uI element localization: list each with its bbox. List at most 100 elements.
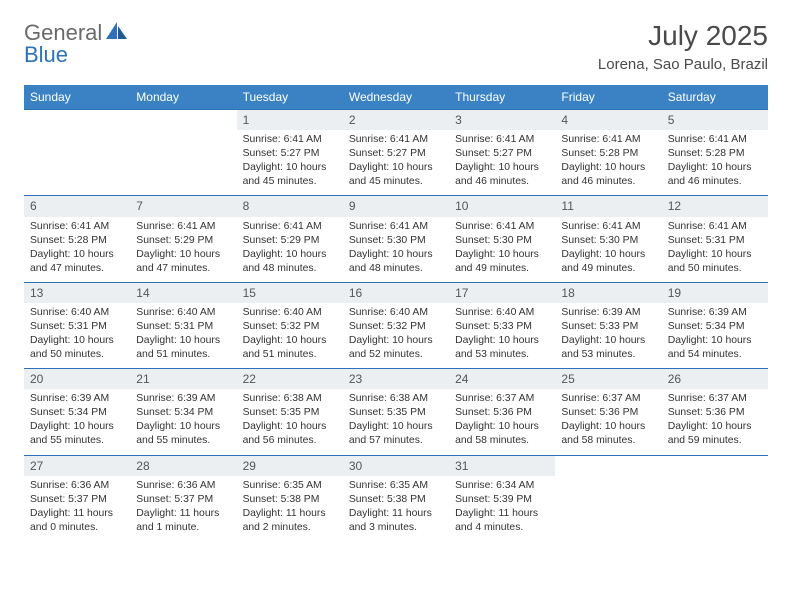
title-block: July 2025 Lorena, Sao Paulo, Brazil: [598, 20, 768, 73]
weekday-header: Wednesday: [343, 85, 449, 110]
sunrise-text: Sunrise: 6:38 AM: [349, 392, 443, 406]
day-content-cell: [130, 130, 236, 196]
daylight-text: Daylight: 10 hours and 48 minutes.: [243, 248, 337, 276]
day-number-cell: 25: [555, 369, 661, 390]
daylight-text: Daylight: 10 hours and 46 minutes.: [455, 161, 549, 189]
daylight-text: Daylight: 10 hours and 47 minutes.: [30, 248, 124, 276]
daylight-text: Daylight: 10 hours and 47 minutes.: [136, 248, 230, 276]
weekday-header: Thursday: [449, 85, 555, 110]
day-number-row: 13141516171819: [24, 282, 768, 303]
day-content-cell: Sunrise: 6:41 AMSunset: 5:27 PMDaylight:…: [343, 130, 449, 196]
day-content-cell: Sunrise: 6:39 AMSunset: 5:34 PMDaylight:…: [130, 389, 236, 455]
day-number-cell: 6: [24, 196, 130, 217]
day-content-cell: [555, 476, 661, 541]
weekday-header: Saturday: [662, 85, 768, 110]
sunrise-text: Sunrise: 6:40 AM: [455, 306, 549, 320]
sunrise-text: Sunrise: 6:34 AM: [455, 479, 549, 493]
sunset-text: Sunset: 5:38 PM: [243, 493, 337, 507]
day-number-cell: 1: [237, 110, 343, 131]
daylight-text: Daylight: 10 hours and 57 minutes.: [349, 420, 443, 448]
sunrise-text: Sunrise: 6:41 AM: [561, 133, 655, 147]
sunset-text: Sunset: 5:35 PM: [349, 406, 443, 420]
sunrise-text: Sunrise: 6:41 AM: [30, 220, 124, 234]
day-number-cell: 23: [343, 369, 449, 390]
daylight-text: Daylight: 10 hours and 51 minutes.: [136, 334, 230, 362]
daylight-text: Daylight: 10 hours and 51 minutes.: [243, 334, 337, 362]
day-number-row: 12345: [24, 110, 768, 131]
weekday-header: Sunday: [24, 85, 130, 110]
day-content-cell: Sunrise: 6:40 AMSunset: 5:33 PMDaylight:…: [449, 303, 555, 369]
day-content-cell: Sunrise: 6:41 AMSunset: 5:30 PMDaylight:…: [555, 217, 661, 283]
day-content-cell: Sunrise: 6:34 AMSunset: 5:39 PMDaylight:…: [449, 476, 555, 541]
sunrise-text: Sunrise: 6:41 AM: [455, 220, 549, 234]
sunset-text: Sunset: 5:32 PM: [243, 320, 337, 334]
day-content-cell: Sunrise: 6:36 AMSunset: 5:37 PMDaylight:…: [24, 476, 130, 541]
sunrise-text: Sunrise: 6:36 AM: [30, 479, 124, 493]
sunrise-text: Sunrise: 6:41 AM: [349, 133, 443, 147]
daylight-text: Daylight: 10 hours and 45 minutes.: [349, 161, 443, 189]
day-content-cell: Sunrise: 6:37 AMSunset: 5:36 PMDaylight:…: [449, 389, 555, 455]
sunset-text: Sunset: 5:31 PM: [668, 234, 762, 248]
sunrise-text: Sunrise: 6:39 AM: [561, 306, 655, 320]
day-number-cell: 22: [237, 369, 343, 390]
daylight-text: Daylight: 10 hours and 53 minutes.: [455, 334, 549, 362]
sunset-text: Sunset: 5:28 PM: [668, 147, 762, 161]
day-content-cell: Sunrise: 6:35 AMSunset: 5:38 PMDaylight:…: [237, 476, 343, 541]
daylight-text: Daylight: 11 hours and 2 minutes.: [243, 507, 337, 535]
sunrise-text: Sunrise: 6:38 AM: [243, 392, 337, 406]
sunrise-text: Sunrise: 6:41 AM: [243, 220, 337, 234]
sunset-text: Sunset: 5:27 PM: [455, 147, 549, 161]
sunrise-text: Sunrise: 6:41 AM: [243, 133, 337, 147]
day-number-cell: 28: [130, 455, 236, 476]
daylight-text: Daylight: 10 hours and 55 minutes.: [30, 420, 124, 448]
sunset-text: Sunset: 5:33 PM: [561, 320, 655, 334]
header: General July 2025 Lorena, Sao Paulo, Bra…: [24, 20, 768, 73]
day-content-cell: Sunrise: 6:41 AMSunset: 5:28 PMDaylight:…: [662, 130, 768, 196]
daylight-text: Daylight: 10 hours and 56 minutes.: [243, 420, 337, 448]
sunset-text: Sunset: 5:36 PM: [561, 406, 655, 420]
day-content-cell: Sunrise: 6:41 AMSunset: 5:29 PMDaylight:…: [237, 217, 343, 283]
sunset-text: Sunset: 5:30 PM: [349, 234, 443, 248]
sunrise-text: Sunrise: 6:41 AM: [668, 220, 762, 234]
daylight-text: Daylight: 10 hours and 58 minutes.: [455, 420, 549, 448]
day-content-cell: Sunrise: 6:37 AMSunset: 5:36 PMDaylight:…: [555, 389, 661, 455]
day-number-cell: [555, 455, 661, 476]
day-content-cell: Sunrise: 6:41 AMSunset: 5:28 PMDaylight:…: [555, 130, 661, 196]
day-content-cell: Sunrise: 6:41 AMSunset: 5:27 PMDaylight:…: [449, 130, 555, 196]
month-title: July 2025: [598, 20, 768, 52]
day-content-cell: Sunrise: 6:40 AMSunset: 5:32 PMDaylight:…: [343, 303, 449, 369]
daylight-text: Daylight: 10 hours and 53 minutes.: [561, 334, 655, 362]
daylight-text: Daylight: 10 hours and 49 minutes.: [455, 248, 549, 276]
day-content-row: Sunrise: 6:36 AMSunset: 5:37 PM Daylight:…: [24, 476, 768, 541]
logo-line2: Blue: [24, 42, 68, 68]
day-number-cell: 20: [24, 369, 130, 390]
weekday-header: Friday: [555, 85, 661, 110]
day-number-cell: 31: [449, 455, 555, 476]
day-content-cell: Sunrise: 6:41 AMSunset: 5:30 PMDaylight:…: [343, 217, 449, 283]
sunset-text: Sunset: 5:27 PM: [243, 147, 337, 161]
daylight-text: Daylight: 10 hours and 48 minutes.: [349, 248, 443, 276]
day-number-cell: 16: [343, 282, 449, 303]
sunset-text: Sunset: 5:36 PM: [668, 406, 762, 420]
daylight-text: Daylight: 10 hours and 49 minutes.: [561, 248, 655, 276]
day-content-cell: Sunrise: 6:41 AMSunset: 5:28 PMDaylight:…: [24, 217, 130, 283]
day-number-cell: 7: [130, 196, 236, 217]
day-number-cell: 14: [130, 282, 236, 303]
sunset-text: Sunset: 5:28 PM: [561, 147, 655, 161]
day-content-cell: [24, 130, 130, 196]
day-number-cell: 12: [662, 196, 768, 217]
sunset-text: Sunset: 5:37 PM: [30, 493, 124, 507]
sunrise-text: Sunrise: 6:35 AM: [349, 479, 443, 493]
sunrise-text: Sunrise: 6:41 AM: [136, 220, 230, 234]
day-content-cell: Sunrise: 6:41 AMSunset: 5:30 PMDaylight:…: [449, 217, 555, 283]
sunset-text: Sunset: 5:29 PM: [136, 234, 230, 248]
day-number-cell: [662, 455, 768, 476]
day-content-cell: Sunrise: 6:36 AMSunset: 5:37 PMDaylight:…: [130, 476, 236, 541]
sunrise-text: Sunrise: 6:37 AM: [668, 392, 762, 406]
day-number-cell: 11: [555, 196, 661, 217]
day-content-cell: Sunrise: 6:41 AMSunset: 5:31 PMDaylight:…: [662, 217, 768, 283]
sunset-text: Sunset: 5:32 PM: [349, 320, 443, 334]
day-content-cell: Sunrise: 6:40 AMSunset: 5:31 PMDaylight:…: [130, 303, 236, 369]
sunset-text: Sunset: 5:39 PM: [455, 493, 549, 507]
day-number-cell: [24, 110, 130, 131]
